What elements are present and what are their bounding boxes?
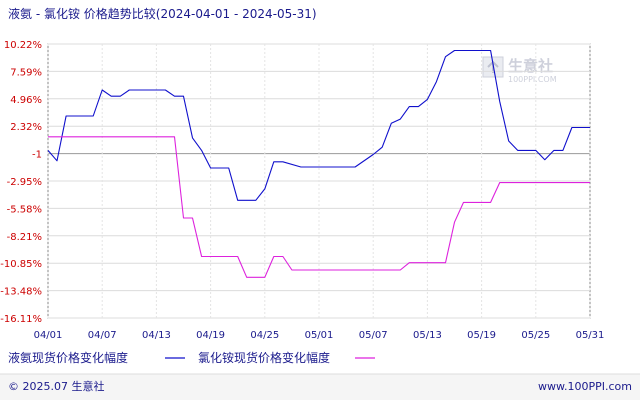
series-lines bbox=[47, 49, 590, 278]
x-tick-label: 04/07 bbox=[88, 330, 117, 341]
watermark-logo: 生意社 100PPI.COM bbox=[482, 56, 557, 84]
y-tick-label: -5.58% bbox=[7, 204, 42, 215]
series-line-liquid-ammonia bbox=[47, 49, 590, 201]
y-tick-label: -8.21% bbox=[7, 232, 42, 243]
y-tick-label: -10.85% bbox=[0, 259, 42, 270]
y-axis-ticks: 10.22% 7.59% 4.96% 2.32% -1 -2.95% -5.58% -8.21… bbox=[0, 40, 42, 325]
x-tick-label: 04/19 bbox=[196, 330, 225, 341]
x-tick-label: 05/07 bbox=[359, 330, 388, 341]
y-tick-label: -1 bbox=[32, 150, 42, 161]
x-tick-label: 04/13 bbox=[142, 330, 171, 341]
footer-background bbox=[0, 374, 640, 400]
x-tick-label: 04/25 bbox=[250, 330, 279, 341]
y-tick-label: -2.95% bbox=[7, 177, 42, 188]
x-axis-ticks: 04/01 04/07 04/13 04/19 04/25 05/01 05/07 05/13… bbox=[34, 330, 605, 341]
y-tick-label: 4.96% bbox=[10, 95, 42, 106]
y-tick-label: -13.48% bbox=[0, 287, 42, 298]
chart-title: 液氨 - 氯化铵 价格趋势比较(2024-04-01 - 2024-05-31) bbox=[8, 6, 317, 21]
x-tick-label: 05/19 bbox=[467, 330, 496, 341]
legend: 液氨现货价格变化幅度 氯化铵现货价格变化幅度 bbox=[8, 350, 375, 365]
series-line-ammonium-chloride bbox=[48, 136, 590, 278]
legend-label-liquid-ammonia: 液氨现货价格变化幅度 bbox=[8, 350, 128, 365]
footer-url: www.100PPI.com bbox=[538, 380, 632, 393]
y-tick-label: -16.11% bbox=[0, 314, 42, 325]
grid-lines bbox=[47, 43, 591, 319]
footer-copyright: © 2025.07 生意社 bbox=[8, 379, 104, 393]
legend-label-ammonium-chloride: 氯化铵现货价格变化幅度 bbox=[198, 350, 330, 365]
y-tick-label: 7.59% bbox=[10, 67, 42, 78]
watermark-brand: 生意社 bbox=[508, 57, 553, 75]
watermark-sub: 100PPI.COM bbox=[508, 75, 557, 84]
x-tick-label: 05/25 bbox=[521, 330, 550, 341]
y-tick-label: 2.32% bbox=[10, 122, 42, 133]
footer: © 2025.07 生意社 www.100PPI.com bbox=[0, 373, 640, 400]
x-tick-label: 05/31 bbox=[576, 330, 605, 341]
x-tick-label: 05/13 bbox=[413, 330, 442, 341]
x-tick-label: 05/01 bbox=[305, 330, 334, 341]
y-tick-label: 10.22% bbox=[4, 40, 42, 51]
x-tick-label: 04/01 bbox=[34, 330, 63, 341]
